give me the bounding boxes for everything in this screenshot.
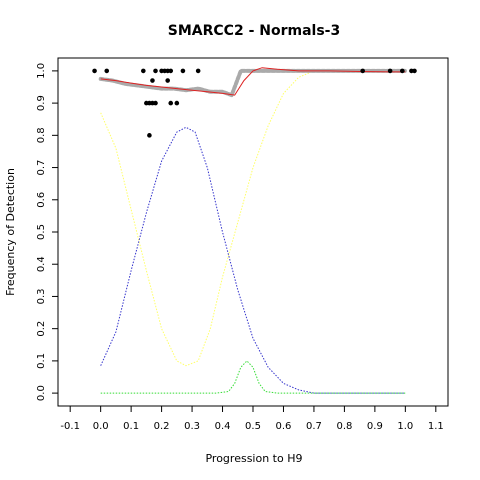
y-tick-label: 0.1 [36, 353, 47, 369]
data-point [141, 68, 146, 74]
data-point [195, 68, 201, 74]
data-point [387, 68, 393, 74]
y-tick-label: 0.4 [36, 256, 47, 272]
y-tick-label: 1.0 [36, 63, 47, 79]
x-tick-label: 0.1 [123, 421, 139, 432]
x-tick-label: 1.0 [397, 421, 413, 432]
data-point [92, 68, 97, 74]
data-point [174, 100, 180, 106]
data-point [153, 68, 158, 74]
data-point [150, 78, 155, 83]
x-tick-label: 0.0 [93, 421, 109, 432]
y-tick-label: 0.7 [36, 160, 47, 176]
data-point [104, 68, 110, 74]
x-tick-label: -0.1 [60, 421, 80, 432]
x-tick-label: 0.7 [306, 421, 322, 432]
x-tick-label: 0.4 [215, 421, 231, 432]
x-tick-label: 0.5 [245, 421, 261, 432]
x-tick-label: 0.6 [276, 421, 292, 432]
data-point [180, 68, 186, 74]
data-point [168, 100, 174, 106]
series-line-blue [100, 126, 406, 394]
y-tick-label: 0.6 [36, 192, 47, 208]
series-line-green [100, 360, 406, 394]
y-axis-label: Frequency of Detection [4, 168, 17, 296]
x-tick-label: 0.3 [184, 421, 200, 432]
y-tick-label: 0.0 [36, 385, 47, 401]
data-point [412, 68, 417, 74]
data-point [153, 100, 158, 106]
y-tick-label: 0.3 [36, 288, 47, 304]
chart-title: SMARCC2 - Normals-3 [168, 23, 340, 39]
y-tick-label: 0.8 [36, 127, 47, 143]
y-tick-label: 0.5 [36, 224, 47, 240]
data-point [399, 68, 405, 74]
data-point [165, 78, 170, 83]
x-tick-label: 1.1 [428, 421, 444, 432]
data-point [360, 68, 365, 74]
data-point [147, 133, 152, 138]
series-line-fit [100, 67, 406, 96]
x-tick-label: 0.9 [367, 421, 383, 432]
x-tick-label: 0.2 [154, 421, 170, 432]
x-tick-label: 0.8 [336, 421, 352, 432]
y-tick-label: 0.2 [36, 321, 47, 337]
data-point [168, 68, 174, 74]
x-axis-label: Progression to H9 [205, 452, 302, 465]
plot-area: -0.1 0.0 0.1 0.2 0.3 0.4 0.5 0.6 0.7 0.8 0.9 1.0 1.1… [36, 57, 449, 432]
y-tick-label: 0.9 [36, 95, 47, 111]
